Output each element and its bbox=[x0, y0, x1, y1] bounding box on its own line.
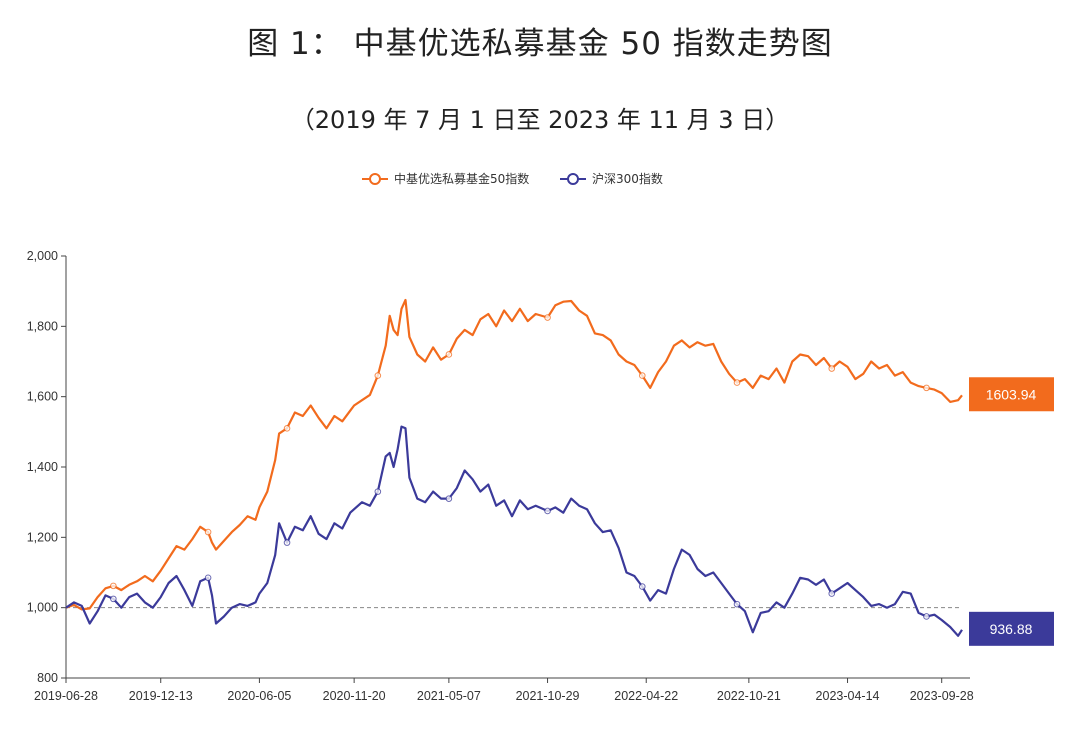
x-tick-label: 2021-10-29 bbox=[516, 689, 580, 703]
data-point bbox=[283, 539, 291, 546]
data-point bbox=[110, 595, 117, 603]
y-tick-label: 1,400 bbox=[27, 460, 58, 474]
series-lines bbox=[65, 298, 963, 637]
end-labels: 1603.94 936.88 bbox=[969, 377, 1054, 646]
data-point bbox=[283, 425, 291, 432]
data-point bbox=[374, 372, 382, 379]
legend-marker-2 bbox=[567, 173, 579, 185]
x-tick-label: 2022-04-22 bbox=[614, 689, 678, 703]
x-tick-label: 2022-10-21 bbox=[717, 689, 781, 703]
data-point bbox=[110, 582, 117, 590]
chart-subtitle: （2019 年 7 月 1 日至 2023 年 11 月 3 日） bbox=[290, 106, 790, 134]
x-tick-label: 2023-04-14 bbox=[816, 689, 880, 703]
y-tick-label: 1,600 bbox=[27, 390, 58, 404]
data-point bbox=[828, 365, 836, 372]
x-tick-label: 2021-05-07 bbox=[417, 689, 481, 703]
data-point bbox=[374, 488, 382, 495]
y-tick-label: 800 bbox=[37, 671, 58, 685]
x-axis: 2019-06-28 2019-12-13 2020-06-05 2020-11-20… bbox=[34, 677, 974, 703]
data-point bbox=[544, 314, 551, 321]
end-label-value-2: 936.88 bbox=[990, 621, 1033, 637]
data-point bbox=[828, 590, 836, 597]
end-label-value-1: 1603.94 bbox=[986, 386, 1037, 402]
end-label-box-1 bbox=[969, 377, 1054, 412]
data-point bbox=[733, 600, 741, 608]
x-tick-label: 2020-11-20 bbox=[323, 689, 386, 703]
legend: 中基优选私募基金50指数 沪深300指数 bbox=[362, 171, 663, 186]
y-tick-label: 1,800 bbox=[27, 319, 58, 333]
chart-title: 图 1： 中基优选私募基金 50 指数走势图 bbox=[247, 26, 833, 62]
data-point bbox=[733, 379, 741, 386]
x-tick-label: 2023-09-28 bbox=[910, 689, 974, 703]
legend-label-1: 中基优选私募基金50指数 bbox=[394, 171, 529, 186]
legend-marker-1 bbox=[369, 173, 381, 185]
data-point bbox=[445, 495, 453, 502]
data-point bbox=[638, 583, 646, 590]
y-tick-label: 1,200 bbox=[27, 530, 58, 544]
y-tick-label: 1,000 bbox=[27, 601, 58, 615]
data-point bbox=[445, 351, 453, 358]
end-label-box-2 bbox=[969, 611, 1054, 646]
x-tick-label: 2019-12-13 bbox=[129, 689, 193, 703]
data-point bbox=[204, 528, 212, 536]
y-tick-label: 2,000 bbox=[27, 249, 58, 263]
data-point bbox=[923, 384, 930, 392]
data-point bbox=[638, 372, 646, 379]
y-axis: 800 1,000 1,200 1,400 1,600 1,800 2,000 bbox=[27, 249, 67, 685]
x-tick-label: 2020-06-05 bbox=[227, 689, 291, 703]
legend-label-2: 沪深300指数 bbox=[592, 171, 663, 186]
data-point bbox=[204, 574, 212, 582]
series-line-1 bbox=[65, 298, 963, 611]
data-point bbox=[923, 613, 930, 620]
data-point bbox=[544, 507, 551, 515]
series-line-2 bbox=[65, 425, 963, 637]
x-tick-label: 2019-06-28 bbox=[34, 689, 98, 703]
